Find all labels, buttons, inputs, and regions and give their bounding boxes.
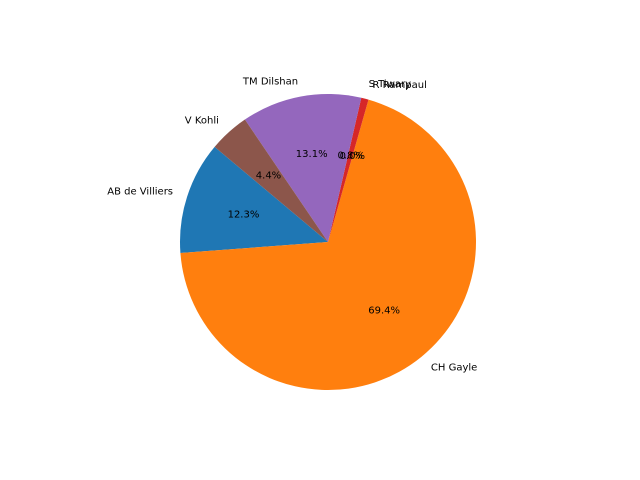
pie-slices — [180, 93, 477, 391]
slice-percent-v-kohli: 4.4% — [256, 171, 281, 182]
slice-percent-r-rampaul: 0.0% — [340, 151, 365, 162]
pie-slice-ab-de-villiers — [180, 146, 328, 254]
slice-percent-tm-dilshan: 13.1% — [296, 149, 328, 160]
pie-labels: AB de Villiers 12.3% CH Gayle 69.4% R Rampau… — [107, 76, 477, 373]
slice-label-ab-de-villiers: AB de Villiers — [107, 187, 173, 198]
slice-label-s-tiwary: S Tiwary — [369, 79, 412, 90]
slice-percent-ab-de-villiers: 12.3% — [228, 209, 260, 220]
slice-label-r-rampaul: R Rampaul — [373, 80, 427, 91]
slice-label-tm-dilshan: TM Dilshan — [242, 76, 298, 87]
slice-label-v-kohli: V Kohli — [185, 116, 219, 127]
pie-slice-v-kohli — [214, 119, 328, 242]
pie-slice-ch-gayle — [180, 99, 477, 391]
pie-slice-s-tiwary — [328, 97, 369, 242]
slice-percent-ch-gayle: 69.4% — [368, 305, 400, 316]
slice-percent-s-tiwary: 0.8% — [337, 151, 362, 162]
pie-slice-tm-dilshan — [244, 93, 362, 242]
slice-label-ch-gayle: CH Gayle — [431, 363, 477, 374]
